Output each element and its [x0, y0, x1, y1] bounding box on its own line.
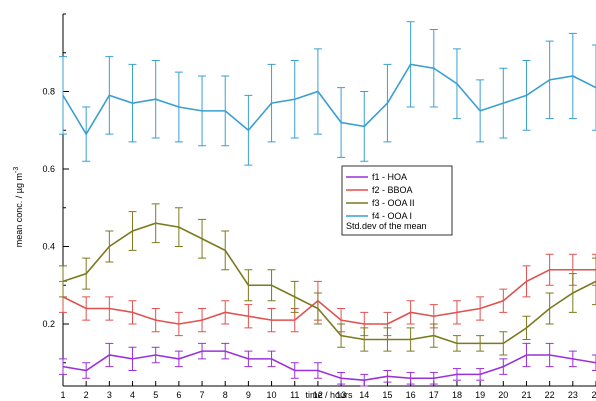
x-tick-label: 20 [498, 390, 508, 400]
x-tick-label: 11 [290, 390, 299, 400]
x-tick-label: 4 [130, 390, 135, 400]
series-1 [59, 342, 596, 387]
x-tick-label: 16 [406, 390, 416, 400]
legend-entry: f2 - BBOA [372, 185, 413, 195]
legend-entry-std: Std.dev of the mean [346, 221, 427, 231]
x-tick-label: 22 [545, 390, 555, 400]
series-line [62, 63, 596, 136]
x-tick-label: 1 [60, 390, 65, 400]
x-tick-label: 10 [267, 390, 277, 400]
x-tick-label: 2 [591, 390, 596, 400]
x-ticks: 1 2 3 4 5 6 7 8 9 10 11 12 13 14 15 16 17 18 19 20 21 22 23 2 [60, 381, 596, 400]
y-tick-label: 0.4 [42, 242, 55, 252]
axes [62, 14, 596, 387]
series-3 [59, 203, 596, 356]
series-line [62, 222, 596, 345]
x-tick-label: 3 [107, 390, 112, 400]
series-line [62, 350, 596, 381]
x-tick-label: 21 [521, 390, 531, 400]
series-4 [59, 21, 596, 166]
y-tick-label: 0.2 [42, 319, 55, 329]
y-tick-label: 0.8 [42, 87, 55, 97]
y-ticks: 0.2 0.4 0.6 0.8 [42, 13, 69, 364]
x-tick-label: 23 [568, 390, 578, 400]
y-axis-title-sup: -3 [13, 167, 20, 173]
x-tick-label: 14 [359, 390, 369, 400]
y-tick-label: 0.6 [42, 164, 55, 174]
legend-items: f1 - HOA f2 - BBOA f3 - OOA II f4 - OOA I [346, 172, 415, 221]
series-line [62, 268, 596, 325]
legend-entry: f3 - OOA II [372, 198, 415, 208]
x-tick-label: 6 [176, 390, 181, 400]
x-tick-label: 8 [223, 390, 228, 400]
x-tick-label: 12 [313, 390, 323, 400]
legend-entry: f1 - HOA [372, 172, 407, 182]
y-axis-title: mean conc. / µg m-3 [13, 167, 24, 248]
x-tick-label: 7 [200, 390, 205, 400]
x-tick-label: 2 [84, 390, 89, 400]
x-tick-label: 9 [246, 390, 251, 400]
legend-entry: f4 - OOA I [372, 211, 412, 221]
x-tick-label: 17 [429, 390, 439, 400]
series-2 [59, 253, 596, 337]
x-tick-label: 15 [382, 390, 392, 400]
y-axis-title-main: mean conc. / µg m [14, 173, 24, 247]
x-tick-label: 13 [336, 390, 346, 400]
series-layer [59, 21, 596, 387]
x-tick-label: 18 [452, 390, 462, 400]
x-tick-label: 19 [475, 390, 485, 400]
x-axis-title: time / hours [305, 390, 353, 400]
legend: f1 - HOA f2 - BBOA f3 - OOA II f4 - OOA I S… [341, 165, 453, 236]
x-tick-label: 5 [153, 390, 158, 400]
